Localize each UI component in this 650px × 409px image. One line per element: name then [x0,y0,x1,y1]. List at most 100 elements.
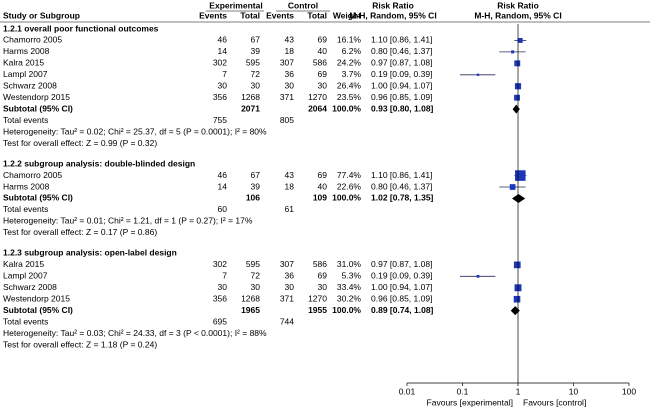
count: 72 [251,69,261,79]
header: Control [288,0,318,10]
ci-text: 0.97 [0.87, 1.08] [371,259,432,269]
count: 2064 [308,103,327,113]
count: 586 [313,58,327,68]
weight: 100.0% [332,193,361,203]
count: 302 [213,259,227,269]
x-tick-label: 10 [569,386,579,396]
ci-text: 0.96 [0.85, 1.09] [371,293,432,303]
ci-text: 0.93 [0.80, 1.08] [371,103,434,113]
count: 744 [280,316,294,326]
heterogeneity: Heterogeneity: Tau² = 0.03; Chi² = 24.33… [3,328,267,338]
count: 60 [218,204,228,214]
subtotal-label: Subtotal (95% CI) [3,305,73,315]
ci-text: 0.19 [0.09, 0.39] [371,69,432,79]
count: 595 [246,58,260,68]
weight: 23.5% [337,92,362,102]
count: 30 [318,81,328,91]
effect-square [517,38,523,43]
subgroup-title: 1.2.2 subgroup analysis: double-blinded … [3,158,195,168]
header: M-H, Random, 95% CI [474,10,561,20]
count: 39 [251,181,261,191]
count: 30 [285,81,295,91]
count: 40 [318,46,328,56]
weight: 77.4% [337,170,362,180]
weight: 100.0% [332,305,361,315]
weight: 31.0% [337,259,362,269]
count: 30 [251,81,261,91]
count: 1955 [308,305,327,315]
x-tick-label: 0.01 [399,386,416,396]
count: 36 [285,69,295,79]
total-events-label: Total events [3,115,48,125]
overall-effect: Test for overall effect: Z = 0.99 (P = 0… [3,138,157,148]
count: 40 [318,181,328,191]
effect-square [509,184,516,190]
count: 106 [246,193,260,203]
x-tick-label: 100 [622,386,636,396]
x-tick-label: 1 [516,386,521,396]
header: Experimental [209,0,262,10]
ci-text: 1.10 [0.86, 1.41] [371,35,432,45]
count: 43 [285,170,295,180]
weight: 33.4% [337,282,362,292]
count: 1270 [308,92,327,102]
count: 30 [218,81,228,91]
count: 67 [251,35,261,45]
ci-text: 0.19 [0.09, 0.39] [371,271,432,281]
x-tick-label: 0.1 [457,386,469,396]
count: 805 [280,115,294,125]
ci-text: 0.89 [0.74, 1.08] [371,305,434,315]
count: 302 [213,58,227,68]
study-name: Chamorro 2005 [3,35,62,45]
count: 109 [313,193,327,203]
count: 307 [280,58,294,68]
heterogeneity: Heterogeneity: Tau² = 0.02; Chi² = 25.37… [3,126,267,136]
header: Events [266,10,294,20]
header: Risk Ratio [372,0,414,10]
count: 30 [218,282,228,292]
ci-text: 1.00 [0.94, 1.07] [371,81,432,91]
count: 371 [280,92,294,102]
header: Weight [333,10,361,20]
effect-square [511,50,515,54]
ci-text: 1.02 [0.78, 1.35] [371,193,434,203]
effect-square [514,94,520,101]
count: 356 [213,92,227,102]
effect-square [476,73,480,76]
subtotal-label: Subtotal (95% CI) [3,193,73,203]
study-name: Harms 2008 [3,181,50,191]
count: 61 [285,204,295,214]
overall-effect: Test for overall effect: Z = 0.17 (P = 0… [3,227,157,237]
count: 695 [213,316,227,326]
subgroup-title: 1.2.1 overall poor functional outcomes [3,23,159,33]
study-name: Westendorp 2015 [3,92,70,102]
count: 18 [285,46,295,56]
subgroup-title: 1.2.3 subgroup analysis: open-label desi… [3,248,177,258]
count: 1268 [241,293,260,303]
total-events-label: Total events [3,316,48,326]
summary-diamond [512,104,520,114]
ci-text: 0.80 [0.46, 1.37] [371,46,432,56]
header: Events [199,10,227,20]
study-name: Kalra 2015 [3,259,44,269]
study-name: Harms 2008 [3,46,50,56]
overall-effect: Test for overall effect: Z = 1.18 (P = 0… [3,339,157,349]
count: 46 [218,170,228,180]
effect-square [513,295,521,303]
effect-square [515,170,526,181]
header: Risk Ratio [497,0,539,10]
count: 18 [285,181,295,191]
x-label-right: Favours [control] [523,397,586,407]
effect-square [514,60,521,67]
weight: 6.2% [342,46,362,56]
count: 69 [318,69,328,79]
weight: 26.4% [337,81,362,91]
weight: 16.1% [337,35,362,45]
effect-square [476,274,480,278]
weight: 3.7% [342,69,362,79]
count: 1270 [308,293,327,303]
count: 30 [318,282,328,292]
study-name: Schwarz 2008 [3,282,57,292]
summary-diamond [512,193,526,203]
study-name: Chamorro 2005 [3,170,62,180]
